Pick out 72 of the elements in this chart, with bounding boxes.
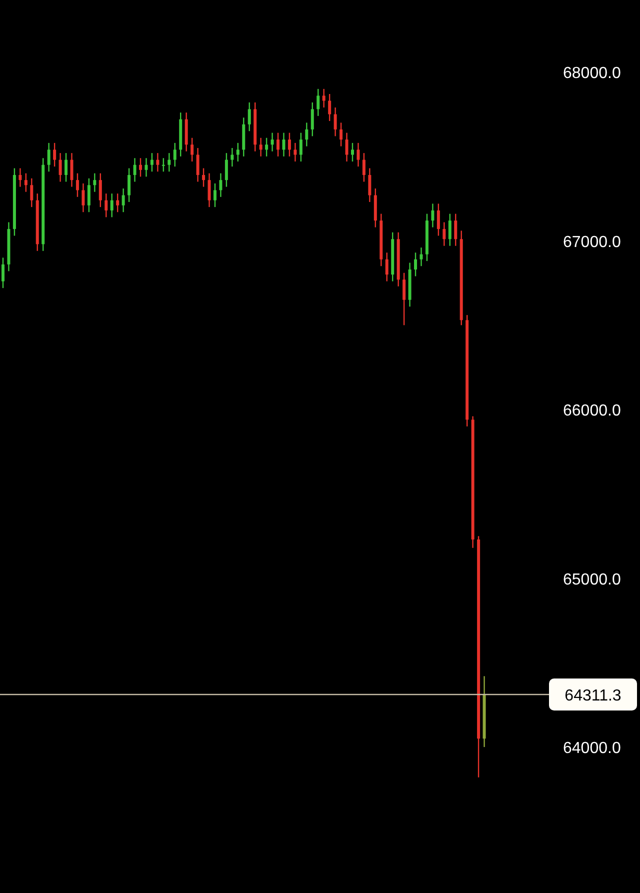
- candlestick: [350, 142, 354, 162]
- candlestick: [30, 178, 34, 208]
- candlestick: [236, 142, 240, 162]
- candlestick: [414, 252, 418, 277]
- candlestick: [265, 137, 268, 158]
- candlestick: [202, 168, 206, 188]
- candlestick: [316, 88, 320, 117]
- y-tick-label: 65000.0: [563, 571, 621, 588]
- candlestick: [162, 158, 165, 172]
- candlestick: [362, 152, 366, 182]
- candlestick: [70, 152, 74, 188]
- candlestick: [454, 213, 458, 246]
- candlestick: [110, 192, 114, 218]
- candlestick: [93, 172, 96, 192]
- candlestick: [224, 152, 228, 188]
- candlestick: [190, 137, 194, 162]
- candlestick: [270, 132, 274, 152]
- candlestick: [334, 106, 337, 137]
- candlestick: [420, 246, 423, 267]
- candlestick: [288, 132, 291, 158]
- candlestick: [53, 142, 56, 168]
- candlestick: [168, 152, 171, 172]
- candlestick: [305, 122, 308, 147]
- candlestick: [122, 188, 125, 213]
- candlestick: [2, 257, 4, 289]
- candlestick: [402, 272, 406, 326]
- candlestick: [133, 158, 136, 182]
- candlestick: [276, 132, 280, 158]
- candlestick: [259, 137, 262, 158]
- candlestick: [340, 122, 343, 147]
- candlestick: [98, 172, 102, 208]
- candlestick: [368, 168, 372, 203]
- candlestick: [139, 158, 142, 178]
- candlestick: [104, 192, 108, 218]
- y-tick-label: 66000.0: [563, 402, 621, 420]
- candlestick: [208, 172, 211, 208]
- candlestick: [356, 142, 360, 168]
- candlestick: [328, 93, 332, 122]
- candlestick: [196, 147, 200, 182]
- candlestick: [82, 182, 85, 213]
- candlestick: [213, 182, 216, 208]
- candlestick: [322, 88, 326, 108]
- candlestick: [173, 142, 176, 168]
- candlestick: [385, 252, 388, 282]
- y-tick-label: 64000.0: [563, 740, 621, 758]
- candlestick: [448, 213, 452, 246]
- candlestick: [345, 132, 348, 162]
- candlestick: [156, 152, 160, 172]
- candlestick: [310, 102, 314, 137]
- candlestick: [128, 168, 131, 203]
- candlestick: [150, 152, 154, 172]
- candlestick: [299, 132, 302, 162]
- candlestick: [442, 222, 446, 246]
- candlestick: [144, 158, 148, 178]
- candlestick: [230, 147, 234, 168]
- candlestick: [47, 142, 50, 172]
- candlestick: [24, 172, 28, 192]
- y-tick-label: 67000.0: [563, 234, 621, 251]
- candlestick: [64, 152, 68, 182]
- candlestick: [116, 192, 120, 213]
- ref-line-label: 64311.3: [564, 688, 622, 705]
- candlestick: [431, 203, 434, 228]
- y-tick-label: 68000.0: [563, 65, 621, 82]
- candlestick: [76, 172, 79, 198]
- candlestick: [248, 102, 251, 132]
- candlestick: [58, 152, 62, 182]
- candlestick: [87, 178, 90, 213]
- candlestick: [282, 132, 286, 158]
- candlestick: [436, 203, 440, 236]
- candlestick: [294, 142, 297, 162]
- candlestick: [18, 168, 22, 188]
- candlestick: [219, 172, 222, 198]
